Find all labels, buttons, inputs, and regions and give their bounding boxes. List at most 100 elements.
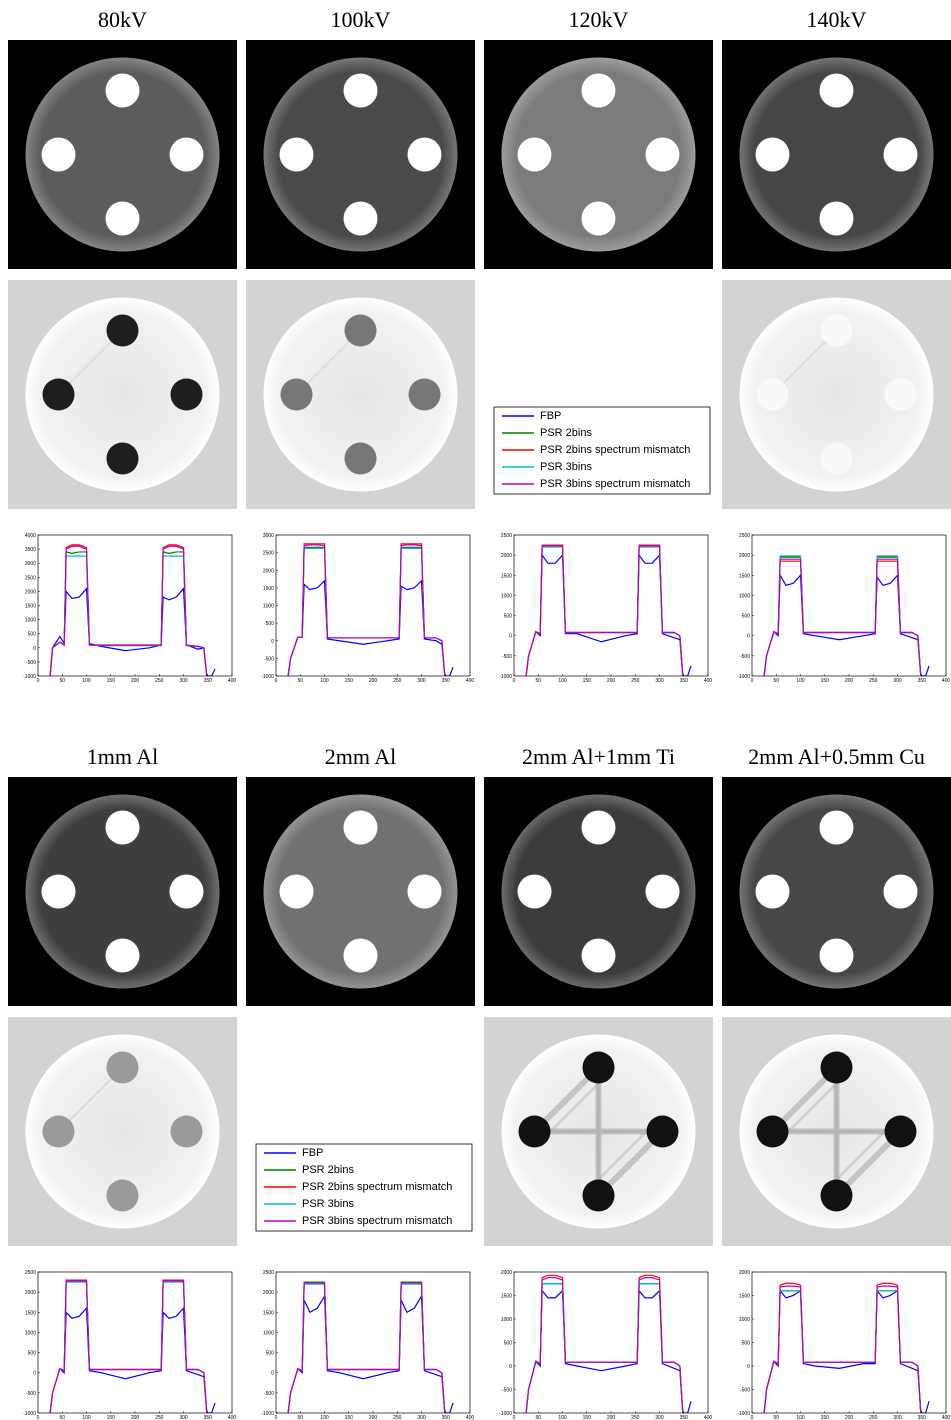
- y-tick-label: 0: [747, 1364, 750, 1370]
- legend-label: FBP: [540, 410, 561, 422]
- panel-title: 80kV: [98, 7, 147, 32]
- x-tick-label: 100: [796, 1415, 805, 1420]
- insert: [171, 1116, 203, 1148]
- y-tick-label: 2000: [501, 553, 512, 559]
- insert: [42, 138, 76, 172]
- x-tick-label: 300: [179, 678, 188, 684]
- insert: [646, 875, 680, 909]
- x-tick-label: 250: [869, 678, 878, 684]
- insert: [345, 315, 377, 347]
- x-tick-label: 0: [37, 678, 40, 684]
- series-line: [50, 552, 207, 676]
- x-tick-label: 300: [893, 1415, 902, 1420]
- y-tick-label: -1000: [737, 1411, 750, 1417]
- y-tick-label: 500: [28, 1351, 37, 1357]
- y-tick-label: -1000: [23, 674, 36, 680]
- y-tick-label: 1500: [263, 1310, 274, 1316]
- y-tick-label: -500: [502, 1388, 512, 1394]
- y-tick-label: -500: [502, 654, 512, 660]
- insert: [821, 443, 853, 475]
- x-tick-label: 250: [155, 678, 164, 684]
- insert: [408, 138, 442, 172]
- insert: [106, 202, 140, 236]
- series-line: [526, 547, 683, 676]
- y-tick-label: 3000: [25, 561, 36, 567]
- x-tick-label: 50: [773, 678, 779, 684]
- insert: [107, 443, 139, 475]
- legend-label: PSR 2bins spectrum mismatch: [540, 444, 690, 456]
- insert: [821, 1180, 853, 1212]
- insert: [820, 939, 854, 973]
- panel-title: 100kV: [331, 7, 391, 32]
- plot-frame: [276, 1272, 470, 1413]
- y-tick-label: 500: [742, 614, 751, 620]
- x-tick-label: 300: [893, 678, 902, 684]
- x-tick-label: 150: [345, 1415, 354, 1420]
- y-tick-label: -1000: [261, 1411, 274, 1417]
- insert: [820, 811, 854, 845]
- insert: [42, 875, 76, 909]
- x-tick-label: 250: [155, 1415, 164, 1420]
- x-tick-label: 150: [583, 1415, 592, 1420]
- x-tick-label: 350: [442, 678, 451, 684]
- y-tick-label: -500: [26, 660, 36, 666]
- insert: [345, 443, 377, 475]
- plot-frame: [276, 535, 470, 676]
- insert: [885, 379, 917, 411]
- insert: [582, 939, 616, 973]
- insert: [756, 138, 790, 172]
- y-tick-label: 500: [28, 632, 37, 638]
- y-tick-label: 2000: [739, 553, 750, 559]
- x-tick-label: 200: [845, 678, 854, 684]
- series-line: [50, 556, 207, 676]
- x-tick-label: 300: [417, 678, 426, 684]
- series-line: [764, 556, 921, 676]
- x-tick-label: 200: [131, 678, 140, 684]
- insert: [107, 1052, 139, 1084]
- insert: [171, 379, 203, 411]
- x-tick-label: 400: [466, 678, 475, 684]
- series-line: [526, 1284, 683, 1413]
- y-tick-label: -1000: [499, 1411, 512, 1417]
- insert: [821, 1052, 853, 1084]
- insert: [647, 1116, 679, 1148]
- insert: [107, 1180, 139, 1212]
- series-line: [764, 1291, 921, 1413]
- y-tick-label: 2000: [739, 1270, 750, 1276]
- y-tick-label: 2000: [263, 568, 274, 574]
- y-tick-label: 0: [33, 646, 36, 652]
- x-tick-label: 250: [631, 1415, 640, 1420]
- y-tick-label: 3000: [263, 533, 274, 539]
- y-tick-label: -500: [264, 656, 274, 662]
- x-tick-label: 200: [607, 678, 616, 684]
- insert: [757, 1116, 789, 1148]
- x-tick-label: 250: [631, 678, 640, 684]
- panel-title: 140kV: [807, 7, 867, 32]
- x-tick-label: 150: [821, 678, 830, 684]
- y-tick-label: 500: [266, 1351, 275, 1357]
- y-tick-label: 1500: [501, 1294, 512, 1300]
- x-tick-label: 350: [918, 1415, 927, 1420]
- x-tick-label: 0: [513, 1415, 516, 1420]
- x-tick-label: 50: [297, 1415, 303, 1420]
- x-tick-label: 100: [320, 1415, 329, 1420]
- panel-title: 1mm Al: [87, 744, 159, 769]
- insert: [344, 811, 378, 845]
- x-tick-label: 250: [393, 1415, 402, 1420]
- x-tick-label: 350: [680, 1415, 689, 1420]
- x-tick-label: 50: [535, 678, 541, 684]
- series-line: [50, 1308, 215, 1413]
- x-tick-label: 100: [82, 678, 91, 684]
- plot-frame: [38, 1272, 232, 1413]
- x-tick-label: 350: [918, 678, 927, 684]
- insert: [884, 875, 918, 909]
- insert: [409, 379, 441, 411]
- y-tick-label: 1500: [739, 573, 750, 579]
- x-tick-label: 300: [655, 678, 664, 684]
- x-tick-label: 50: [535, 1415, 541, 1420]
- legend-label: PSR 3bins spectrum mismatch: [540, 478, 690, 490]
- panel-title: 2mm Al: [325, 744, 397, 769]
- series-line: [526, 1284, 683, 1413]
- y-tick-label: 2000: [25, 589, 36, 595]
- legend-label: PSR 3bins spectrum mismatch: [302, 1215, 452, 1227]
